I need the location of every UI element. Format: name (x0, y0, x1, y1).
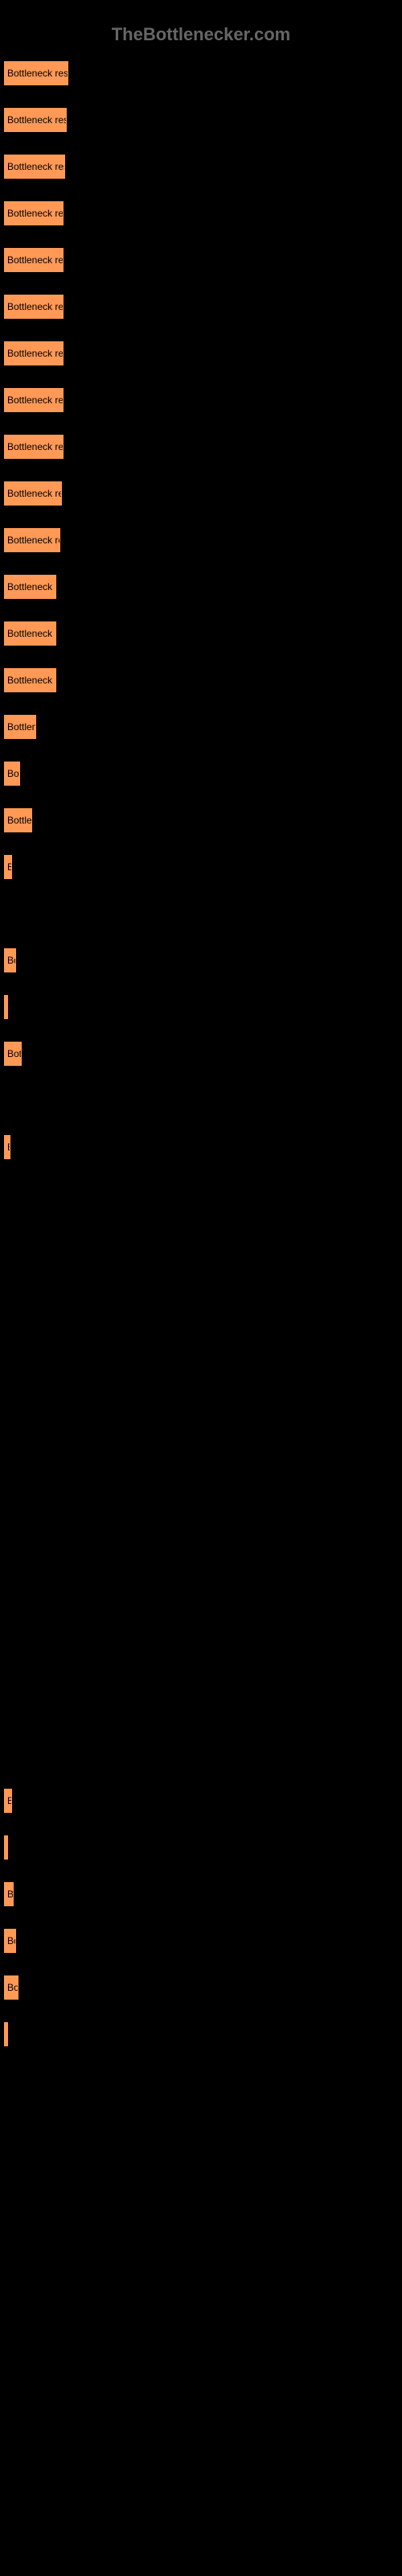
bar-row: Bottleneck resu (4, 248, 402, 272)
chart-bar: Bottleneck re (4, 575, 56, 599)
bar-label: Bottleneck re (7, 581, 56, 592)
chart-bar: Bottleneck resu (4, 341, 64, 365)
bar-row (4, 1602, 402, 1626)
chart-bar: Bottleneck re (4, 668, 56, 692)
bar-row (4, 1088, 402, 1113)
chart-bar: Bo (4, 1929, 16, 1953)
bar-row (4, 1415, 402, 1439)
bar-row: Bottleneck res (4, 528, 402, 552)
bar-label: Bottleneck re (7, 628, 56, 639)
bar-label: Bott (7, 1048, 22, 1059)
bar-label: B (7, 1795, 12, 1806)
bar-label: Bottleneck resul (7, 114, 67, 126)
chart-bar: Bottleneck resu (4, 388, 64, 412)
chart-bar (4, 2022, 8, 2046)
bar-chart: Bottleneck result Bottleneck resul Bottlen… (0, 61, 402, 2046)
bar-label: Bottlene (7, 721, 36, 733)
bar-row (4, 995, 402, 1019)
chart-bar: B (4, 1882, 14, 1906)
chart-bar: Bottleneck re (4, 621, 56, 646)
bar-row: Bottleneck re (4, 621, 402, 646)
bar-label: Bottleneck resu (7, 208, 64, 219)
bar-row (4, 1835, 402, 1860)
chart-bar: B (4, 1789, 12, 1813)
bar-label: Bottleneck res (7, 535, 60, 546)
watermark: TheBottlenecker.com (0, 24, 402, 45)
bar-label: Bottleneck resu (7, 348, 64, 359)
bar-label: Bottleneck resu (7, 301, 64, 312)
bar-row: Bottleneck resu (4, 295, 402, 319)
bar-label: Bottleneck result (7, 68, 68, 79)
chart-bar: Bo (4, 948, 16, 972)
bar-row (4, 902, 402, 926)
bar-row (4, 1228, 402, 1253)
bar-row: Bottlen (4, 808, 402, 832)
bar-label: Bottleneck resu (7, 441, 64, 452)
bar-row: Bottleneck resu (4, 155, 402, 179)
chart-bar: Bottleneck resu (4, 295, 64, 319)
bar-row: Bot (4, 762, 402, 786)
bar-row: Bottleneck result (4, 61, 402, 85)
bar-label: Bo (7, 955, 16, 966)
chart-bar: Bottleneck resu (4, 201, 64, 225)
bar-row (4, 1462, 402, 1486)
bar-label: Bo (7, 1935, 16, 1946)
bar-row: B (4, 1882, 402, 1906)
chart-bar (4, 1835, 8, 1860)
bar-row: B (4, 1135, 402, 1159)
bar-row: Bottlene (4, 715, 402, 739)
bar-row (4, 1555, 402, 1579)
chart-bar: Bottleneck resul (4, 108, 67, 132)
bar-row (4, 1322, 402, 1346)
bar-row: Bott (4, 1042, 402, 1066)
bar-row: Bottleneck re (4, 575, 402, 599)
chart-bar: Bottleneck result (4, 61, 68, 85)
bar-label: B (7, 861, 12, 873)
bar-row: Bottleneck res (4, 481, 402, 506)
chart-bar: B (4, 1135, 10, 1159)
bar-row: B (4, 1789, 402, 1813)
bar-label: Bottleneck res (7, 488, 62, 499)
bar-label: Bottleneck re (7, 675, 56, 686)
bar-label: Bot (7, 768, 20, 779)
bar-row: Bottleneck resu (4, 388, 402, 412)
bar-row (4, 1509, 402, 1533)
chart-bar: Bottlene (4, 715, 36, 739)
bar-row: Bottleneck resu (4, 201, 402, 225)
bar-row: Bo (4, 1975, 402, 2000)
chart-bar: Bottleneck resu (4, 155, 65, 179)
bar-row: Bo (4, 948, 402, 972)
chart-bar: Bottleneck res (4, 481, 62, 506)
chart-bar: Bottleneck resu (4, 435, 64, 459)
bar-row (4, 1742, 402, 1766)
bar-row (4, 1275, 402, 1299)
bar-label: B (7, 1889, 14, 1900)
chart-bar: B (4, 855, 12, 879)
chart-bar: Bott (4, 1042, 22, 1066)
bar-label: Bottlen (7, 815, 32, 826)
chart-bar: Bottleneck res (4, 528, 60, 552)
chart-bar: Bottleneck resu (4, 248, 64, 272)
bar-row (4, 1368, 402, 1393)
chart-bar (4, 995, 8, 1019)
bar-row (4, 2022, 402, 2046)
bar-row (4, 1182, 402, 1206)
chart-bar: Bo (4, 1975, 18, 2000)
bar-row: Bottleneck resul (4, 108, 402, 132)
bar-row: Bottleneck resu (4, 435, 402, 459)
chart-bar: Bottlen (4, 808, 32, 832)
bar-row: B (4, 855, 402, 879)
bar-row (4, 1695, 402, 1719)
bar-row (4, 1649, 402, 1673)
bar-label: B (7, 1141, 10, 1153)
bar-label: Bottleneck resu (7, 254, 64, 266)
bar-row: Bottleneck resu (4, 341, 402, 365)
bar-label: Bo (7, 1982, 18, 1993)
bar-row: Bottleneck re (4, 668, 402, 692)
bar-label: Bottleneck resu (7, 394, 64, 406)
bar-label: Bottleneck resu (7, 161, 65, 172)
chart-bar: Bot (4, 762, 20, 786)
bar-row: Bo (4, 1929, 402, 1953)
